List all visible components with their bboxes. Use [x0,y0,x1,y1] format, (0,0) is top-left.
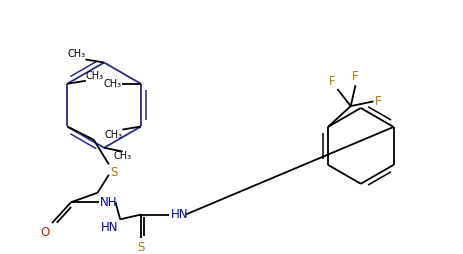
Text: HN: HN [170,208,188,221]
Text: NH: NH [100,196,118,209]
Text: S: S [138,241,145,254]
Text: F: F [329,75,336,88]
Text: HN: HN [101,221,119,234]
Text: S: S [111,166,118,179]
Text: CH₃: CH₃ [86,71,104,81]
Text: CH₃: CH₃ [104,130,122,140]
Text: CH₃: CH₃ [104,79,122,89]
Text: F: F [375,95,382,108]
Text: CH₃: CH₃ [113,151,132,162]
Text: F: F [352,70,359,83]
Text: CH₃: CH₃ [67,50,85,59]
Text: O: O [40,226,49,239]
